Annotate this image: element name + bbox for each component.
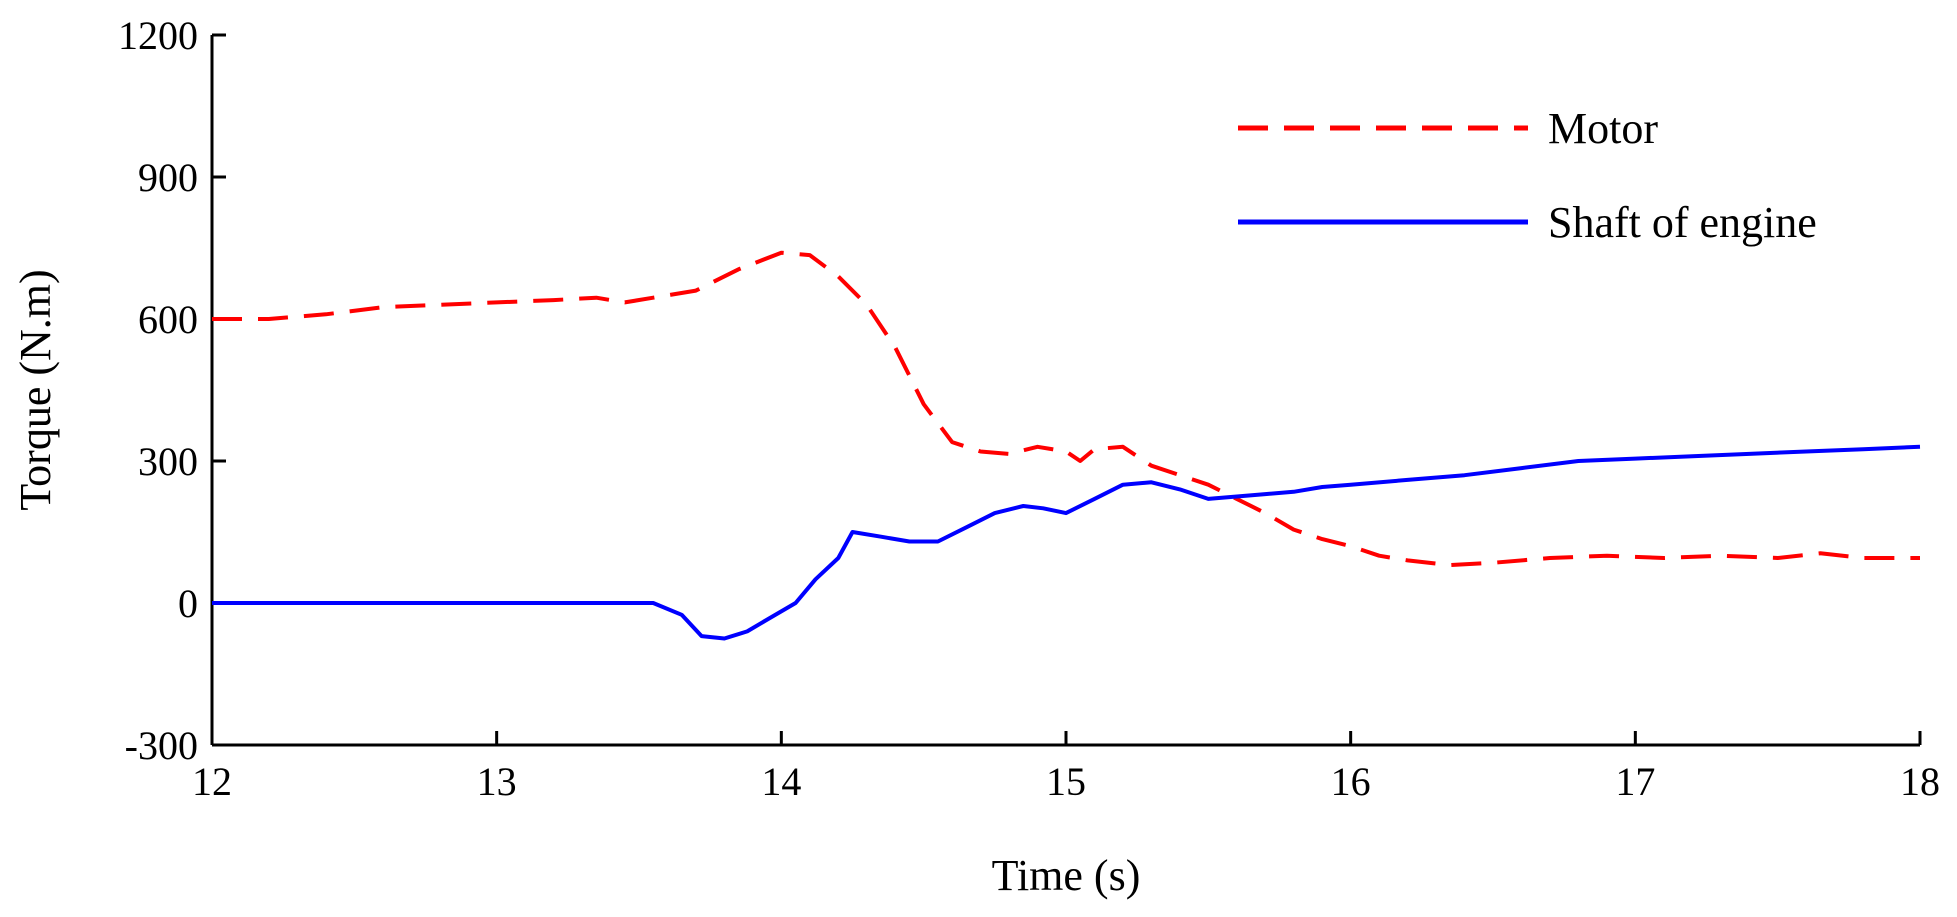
y-tick-label: 0 (178, 581, 198, 626)
y-tick-label: 1200 (118, 13, 198, 58)
x-tick-label: 14 (761, 759, 801, 804)
series-line-shaft-of-engine (212, 444, 1921, 641)
y-tick-label: 600 (138, 297, 198, 342)
y-tick-label: 300 (138, 439, 198, 484)
ticks: -300 0 300 600 900 1200 12 13 14 15 16 17 18 (118, 13, 1940, 804)
axes (210, 35, 1920, 747)
x-axis-title: Time (s) (992, 851, 1141, 900)
x-tick-label: 12 (192, 759, 232, 804)
series-line-motor (212, 250, 1920, 568)
legend: Motor Shaft of engine (1238, 104, 1817, 247)
x-tick-label: 13 (477, 759, 517, 804)
legend-label-motor: Motor (1548, 104, 1658, 153)
x-tick-label: 16 (1331, 759, 1371, 804)
x-tick-label: 17 (1615, 759, 1655, 804)
legend-label-shaft-of-engine: Shaft of engine (1548, 198, 1817, 247)
y-axis-title: Torque (N.m) (11, 269, 60, 510)
series-layer (212, 250, 1921, 641)
x-tick-label: 15 (1046, 759, 1086, 804)
y-tick-label: -300 (125, 723, 198, 768)
y-tick-label: 900 (138, 155, 198, 200)
x-tick-label: 18 (1900, 759, 1940, 804)
